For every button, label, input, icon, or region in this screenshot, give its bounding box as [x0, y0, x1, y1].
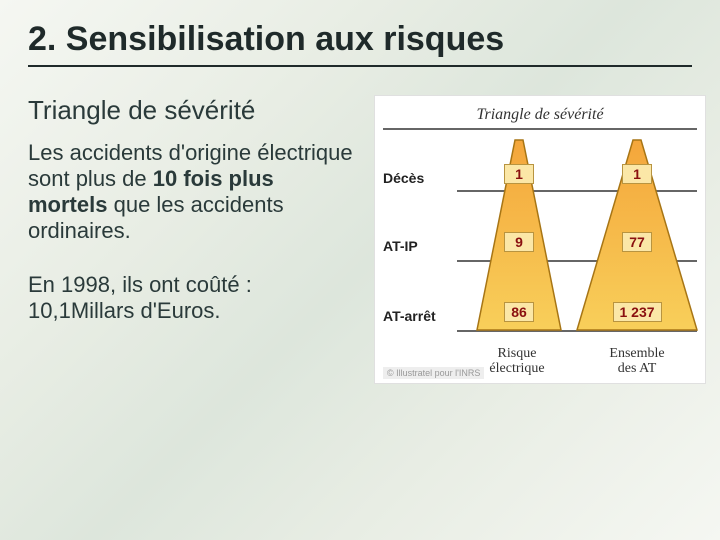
slide-title: 2. Sensibilisation aux risques [28, 20, 692, 67]
row-label: AT-IP [383, 238, 418, 254]
row-labels: Décès AT-IP AT-arrêt [383, 132, 457, 344]
column-label: Ensembledes AT [577, 346, 697, 377]
slide: 2. Sensibilisation aux risques Triangle … [0, 0, 720, 540]
figure-title: Triangle de sévérité [383, 106, 697, 130]
row-label: Décès [383, 170, 424, 186]
text-column: Triangle de sévérité Les accidents d'ori… [28, 95, 358, 384]
figure-credit: © Illustratel pour l'INRS [383, 367, 484, 379]
triangles-area: 1 9 86 1 77 1 237 [457, 132, 697, 344]
value-box: 1 [622, 164, 652, 184]
figure-body: Décès AT-IP AT-arrêt 1 9 86 1 77 1 237 [383, 132, 697, 344]
value-box: 77 [622, 232, 652, 252]
value-box: 1 237 [613, 302, 662, 322]
paragraph-2: En 1998, ils ont coûté : 10,1Millars d'E… [28, 272, 358, 324]
value-box: 86 [504, 302, 534, 322]
content: Triangle de sévérité Les accidents d'ori… [28, 95, 692, 384]
value-box: 1 [504, 164, 534, 184]
value-box: 9 [504, 232, 534, 252]
subtitle: Triangle de sévérité [28, 95, 358, 126]
row-label: AT-arrêt [383, 308, 436, 324]
paragraph-1: Les accidents d'origine électrique sont … [28, 140, 358, 244]
column-labels: RisqueélectriqueEnsembledes AT [457, 346, 697, 377]
severity-triangle-figure: Triangle de sévérité Décès AT-IP AT-arrêt … [374, 95, 706, 384]
